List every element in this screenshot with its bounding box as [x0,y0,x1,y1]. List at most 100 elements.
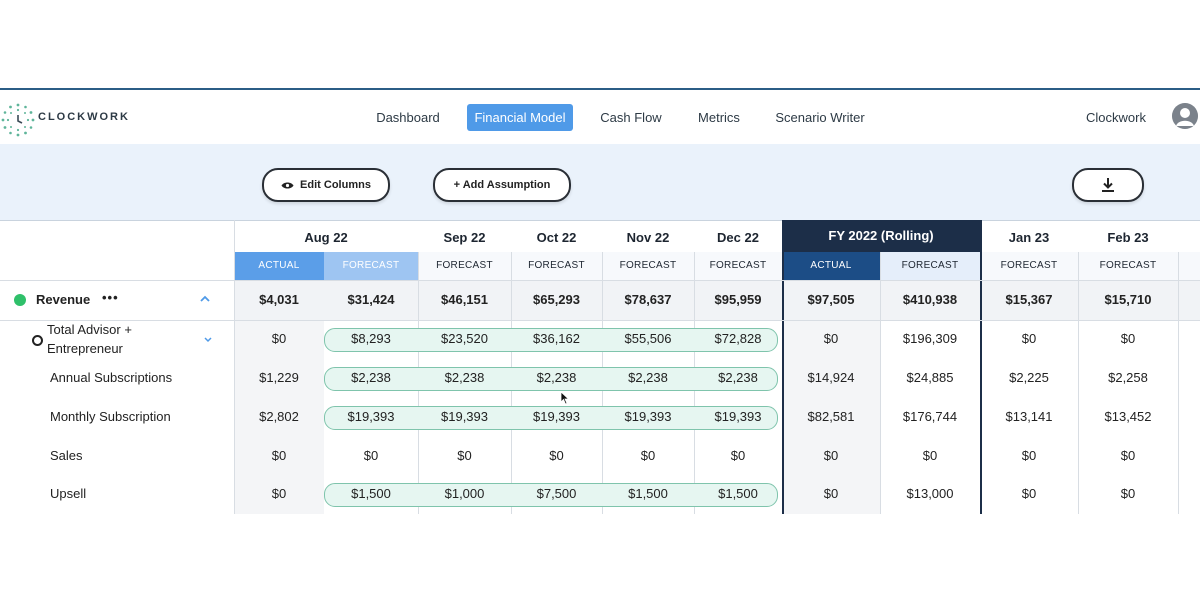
fy-forecast-header-bg [880,252,980,280]
forecast-band [324,328,778,352]
table-cell[interactable]: $2,238 [718,370,758,385]
eye-icon [281,182,294,188]
table-cell[interactable]: $19,393 [533,409,580,424]
app-name: CLOCKWORK [38,111,130,123]
forecast-band [324,483,778,507]
fy-header-bg [782,220,880,252]
table-cell[interactable]: $1,229 [259,370,299,385]
fy-border-left [782,220,784,514]
edit-columns-button[interactable]: Edit Columns [262,168,390,202]
table-cell[interactable]: $196,309 [902,331,958,346]
subheader-forecast: FORECAST [619,260,677,271]
table-cell[interactable]: $2,225 [1009,370,1049,385]
table-cell[interactable]: $7,500 [536,486,577,501]
revenue-value-cell: $15,710 [1104,292,1152,307]
table-cell[interactable]: $2,238 [444,370,485,385]
table-cell[interactable]: $55,506 [624,331,672,346]
table-cell[interactable]: $72,828 [714,331,762,346]
table-cell[interactable]: $0 [1120,486,1136,501]
user-avatar-icon [1172,103,1198,129]
revenue-label: Revenue [36,292,91,307]
tab-metrics[interactable]: Metrics [698,110,740,125]
table-cell[interactable]: $1,500 [351,486,391,501]
table-cell[interactable]: $2,238 [351,370,391,385]
month-header: Jan 23 [1008,230,1050,245]
table-cell[interactable]: $0 [1120,448,1136,463]
table-cell[interactable]: $1,000 [444,486,485,501]
user-avatar[interactable] [1172,103,1198,129]
revenue-value-cell: $410,938 [902,292,958,307]
table-cell[interactable]: $0 [549,448,564,463]
table-cell[interactable]: $13,000 [906,486,954,501]
row-label: Total Advisor + [47,322,132,337]
table-cell[interactable]: $19,393 [441,409,488,424]
table-cell[interactable]: $0 [730,448,746,463]
revenue-value-cell: $65,293 [533,292,580,307]
table-cell[interactable]: $176,744 [902,409,958,424]
table-cell[interactable]: $13,141 [1005,409,1053,424]
table-top-border [0,220,1200,221]
month-header: Dec 22 [717,230,759,245]
revenue-value-cell: $95,959 [714,292,762,307]
table-cell[interactable]: $2,238 [536,370,577,385]
grid-hline [0,320,1200,321]
table-cell[interactable]: $0 [363,448,379,463]
table-cell[interactable]: $36,162 [533,331,580,346]
tab-cash-flow[interactable]: Cash Flow [600,110,662,125]
chevron-down-icon[interactable] [203,336,213,343]
fy-header: FY 2022 (Rolling) [828,228,934,243]
table-cell[interactable]: $2,802 [259,409,299,424]
row-label: Sales [50,448,83,463]
tab-dashboard[interactable]: Dashboard [376,110,440,125]
clockwork-logo-icon [1,103,35,137]
chevron-up-icon[interactable] [199,295,211,303]
subheader-forecast: FORECAST [1000,260,1058,271]
forecast-headers-bg [418,252,782,280]
table-cell[interactable]: $8,293 [351,331,391,346]
forecast-header-bg [324,252,418,280]
table-cell[interactable]: $0 [271,331,287,346]
subheader-actual: ACTUAL [810,260,852,271]
month-header: Oct 22 [536,230,577,245]
table-cell[interactable]: $2,258 [1108,370,1148,385]
table-cell[interactable]: $19,393 [624,409,672,424]
table-cell[interactable]: $0 [1021,486,1037,501]
table-cell[interactable]: $19,393 [347,409,395,424]
table-cell[interactable]: $14,924 [807,370,855,385]
grid-vline [1178,252,1179,514]
table-cell[interactable]: $19,393 [714,409,762,424]
table-cell[interactable]: $0 [823,448,839,463]
table-cell[interactable]: $1,500 [718,486,758,501]
table-cell[interactable]: $0 [823,331,839,346]
grid-hline [0,280,1200,281]
table-cell[interactable]: $0 [922,448,938,463]
table-cell[interactable]: $0 [457,448,472,463]
revenue-value-cell: $4,031 [259,292,299,307]
month-header: Feb 23 [1107,230,1149,245]
table-cell[interactable]: $0 [1021,448,1037,463]
toolbar: Edit Columns + Add Assumption [0,144,1200,220]
table-cell[interactable]: $0 [823,486,839,501]
revenue-menu-button[interactable]: ••• [102,290,119,305]
revenue-value-cell: $78,637 [624,292,672,307]
table-cell[interactable]: $0 [640,448,656,463]
user-name[interactable]: Clockwork [1086,110,1146,125]
top-nav: CLOCKWORK Dashboard Financial Model Cash… [0,90,1200,144]
table-cell[interactable]: $0 [271,448,287,463]
tab-financial-model[interactable]: Financial Model [467,104,573,131]
table-cell[interactable]: $24,885 [906,370,954,385]
tab-scenario-writer[interactable]: Scenario Writer [775,110,865,125]
download-button[interactable] [1072,168,1144,202]
add-assumption-button[interactable]: + Add Assumption [433,168,571,202]
table-cell[interactable]: $0 [271,486,287,501]
table-cell[interactable]: $2,238 [628,370,668,385]
subheader-forecast: FORECAST [1099,260,1157,271]
subheader-forecast: FORECAST [901,260,959,271]
table-cell[interactable]: $23,520 [441,331,488,346]
table-cell[interactable]: $13,452 [1104,409,1152,424]
table-cell[interactable]: $0 [1120,331,1136,346]
table-cell[interactable]: $0 [1021,331,1037,346]
subheader-forecast: FORECAST [436,260,493,271]
table-cell[interactable]: $82,581 [807,409,855,424]
table-cell[interactable]: $1,500 [628,486,668,501]
